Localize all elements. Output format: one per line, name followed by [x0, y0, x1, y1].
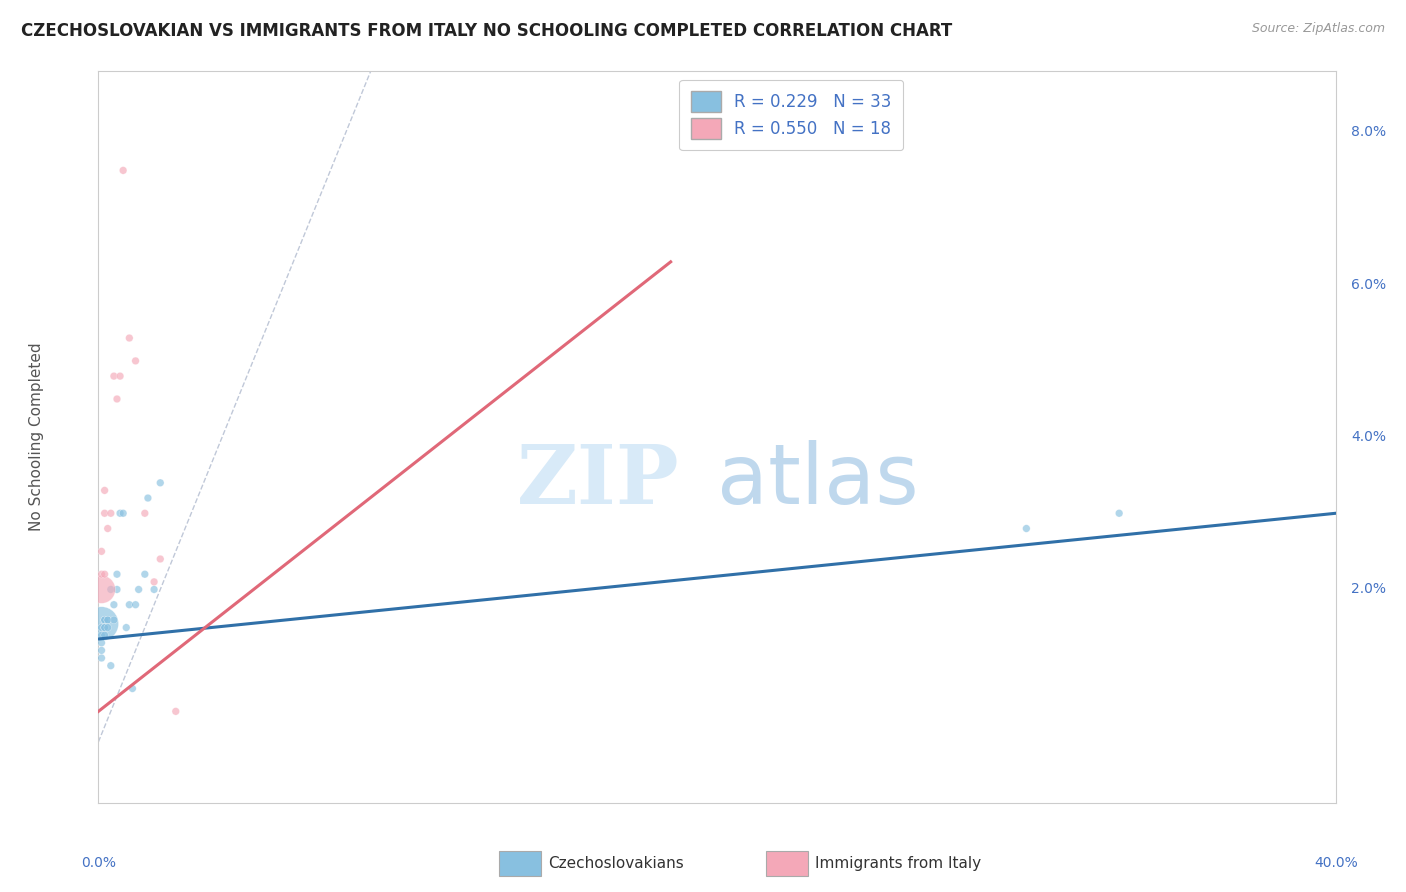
Point — [103, 613, 125, 627]
Point — [90, 567, 112, 582]
Point — [90, 651, 112, 665]
Text: 0.0%: 0.0% — [82, 856, 115, 870]
Point — [134, 567, 156, 582]
Point — [118, 331, 141, 345]
Point — [112, 163, 135, 178]
Point — [118, 598, 141, 612]
Text: 4.0%: 4.0% — [1351, 430, 1386, 444]
Point — [103, 598, 125, 612]
Point — [90, 643, 112, 657]
Text: ZIP: ZIP — [517, 441, 681, 521]
Text: Immigrants from Italy: Immigrants from Italy — [815, 856, 981, 871]
Point — [100, 506, 122, 520]
Legend: R = 0.229   N = 33, R = 0.550   N = 18: R = 0.229 N = 33, R = 0.550 N = 18 — [679, 79, 903, 151]
Point — [105, 582, 128, 597]
Point — [97, 621, 120, 635]
Point — [90, 628, 112, 642]
Point — [143, 582, 166, 597]
Point — [112, 506, 135, 520]
Text: 2.0%: 2.0% — [1351, 582, 1386, 597]
Point — [134, 506, 156, 520]
Point — [90, 544, 112, 558]
Text: No Schooling Completed: No Schooling Completed — [30, 343, 44, 532]
Point — [93, 628, 115, 642]
Point — [105, 567, 128, 582]
Point — [97, 613, 120, 627]
Text: 8.0%: 8.0% — [1351, 125, 1386, 139]
Point — [97, 613, 120, 627]
Point — [124, 354, 146, 368]
Point — [93, 621, 115, 635]
Point — [90, 621, 112, 635]
Text: 40.0%: 40.0% — [1313, 856, 1358, 870]
Point — [103, 369, 125, 384]
Text: atlas: atlas — [717, 441, 918, 522]
Point — [143, 574, 166, 589]
Point — [115, 621, 138, 635]
Point — [108, 369, 131, 384]
Point — [136, 491, 159, 505]
Point — [124, 598, 146, 612]
Point — [149, 552, 172, 566]
Point — [1108, 506, 1130, 520]
Point — [93, 567, 115, 582]
Point — [100, 658, 122, 673]
Text: Source: ZipAtlas.com: Source: ZipAtlas.com — [1251, 22, 1385, 36]
Point — [128, 582, 150, 597]
Text: Czechoslovakians: Czechoslovakians — [548, 856, 685, 871]
Point — [149, 475, 172, 490]
Point — [105, 392, 128, 406]
Text: CZECHOSLOVAKIAN VS IMMIGRANTS FROM ITALY NO SCHOOLING COMPLETED CORRELATION CHAR: CZECHOSLOVAKIAN VS IMMIGRANTS FROM ITALY… — [21, 22, 952, 40]
Point — [90, 616, 112, 631]
Point — [93, 621, 115, 635]
Point — [93, 506, 115, 520]
Point — [97, 521, 120, 535]
Point — [93, 483, 115, 498]
Point — [93, 613, 115, 627]
Point — [100, 582, 122, 597]
Point — [93, 613, 115, 627]
Text: 6.0%: 6.0% — [1351, 277, 1386, 292]
Point — [108, 506, 131, 520]
Point — [90, 582, 112, 597]
Point — [1015, 521, 1038, 535]
Point — [165, 705, 187, 719]
Point — [121, 681, 143, 696]
Point — [90, 636, 112, 650]
